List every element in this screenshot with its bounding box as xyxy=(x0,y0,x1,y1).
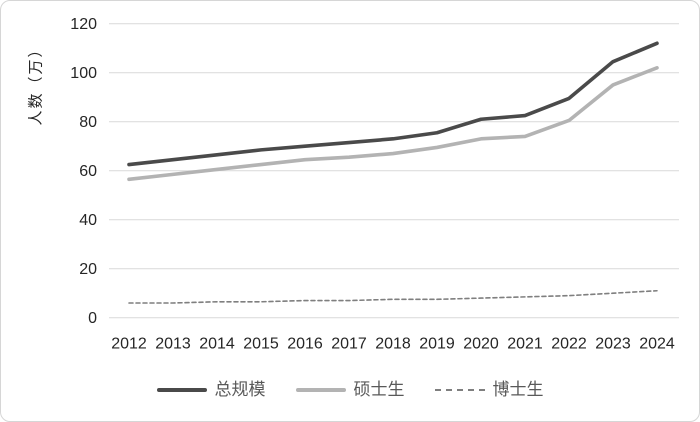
legend-label-master: 硕士生 xyxy=(353,380,405,399)
legend-swatch-master xyxy=(295,387,346,392)
x-tick-label: 2019 xyxy=(419,336,455,353)
y-tick-label: 60 xyxy=(79,163,97,180)
x-tick-label: 2015 xyxy=(243,336,279,353)
legend-label-total: 总规模 xyxy=(214,380,266,399)
y-tick-label: 20 xyxy=(79,261,97,278)
series-line-phd xyxy=(128,289,658,304)
series-line-total xyxy=(127,41,659,167)
legend-swatch-total xyxy=(156,387,207,392)
x-tick-label: 2017 xyxy=(331,336,367,353)
y-tick-label: 80 xyxy=(79,114,97,131)
x-tick-label: 2021 xyxy=(507,336,543,353)
x-tick-label: 2012 xyxy=(111,336,147,353)
legend-swatch-phd xyxy=(434,388,485,391)
legend: 总规模 硕士生 博士生 xyxy=(1,381,699,398)
y-tick-label: 0 xyxy=(88,310,97,327)
legend-item-phd: 博士生 xyxy=(434,380,544,399)
x-tick-label: 2020 xyxy=(463,336,499,353)
legend-label-phd: 博士生 xyxy=(492,380,544,399)
x-tick-label: 2024 xyxy=(639,336,675,353)
legend-item-total: 总规模 xyxy=(156,380,266,399)
x-tick-label: 2013 xyxy=(155,336,191,353)
x-tick-label: 2016 xyxy=(287,336,323,353)
x-tick-label: 2022 xyxy=(551,336,587,353)
y-tick-label: 120 xyxy=(70,16,97,33)
x-tick-label: 2023 xyxy=(595,336,631,353)
x-tick-label: 2018 xyxy=(375,336,411,353)
x-tick-label: 2014 xyxy=(199,336,235,353)
y-tick-label: 40 xyxy=(79,212,97,229)
series-line-master xyxy=(127,66,659,182)
y-tick-label: 100 xyxy=(70,65,97,82)
legend-item-master: 硕士生 xyxy=(295,380,405,399)
